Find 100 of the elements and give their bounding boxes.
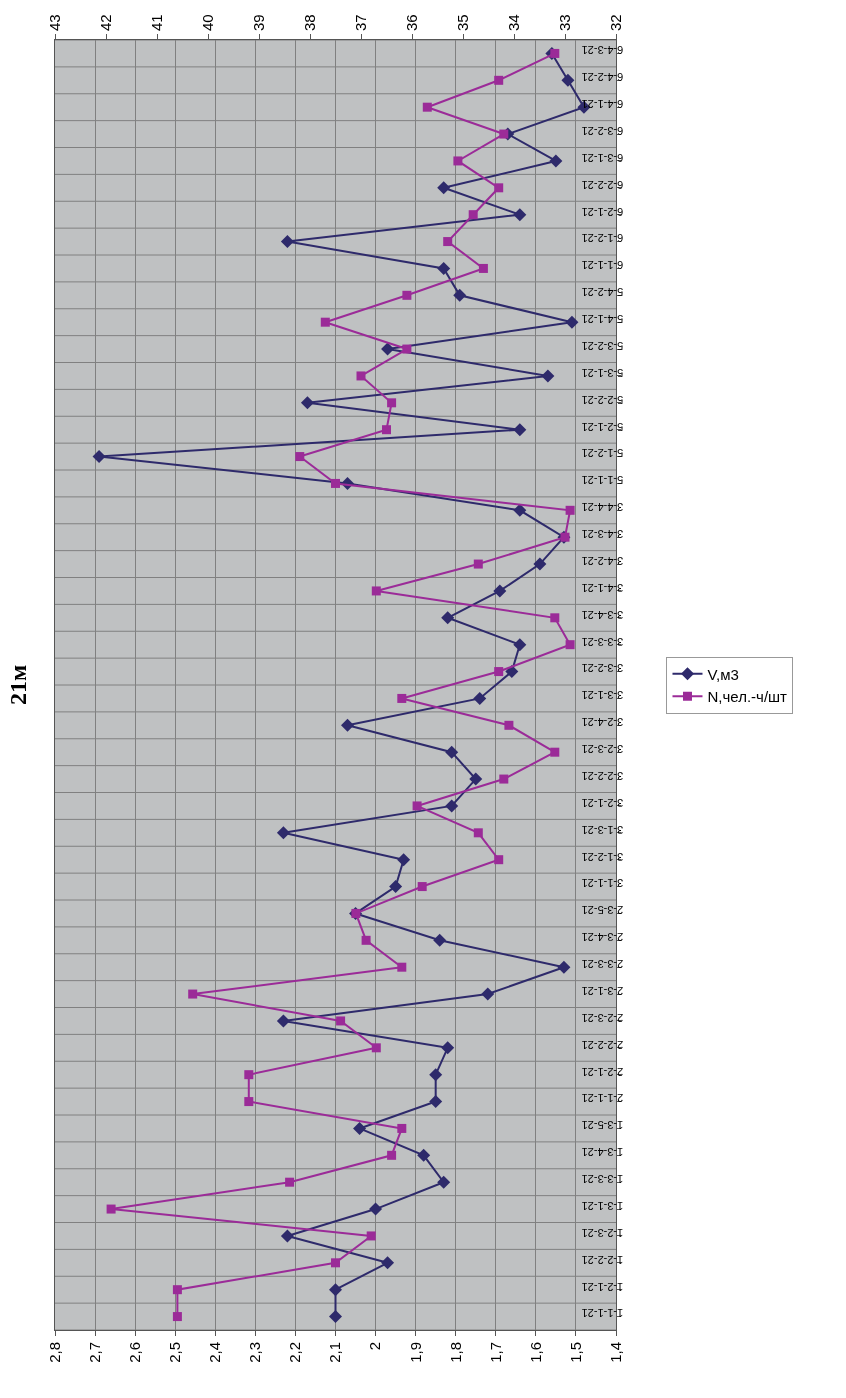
point	[441, 611, 455, 625]
legend-label: V,м3	[707, 665, 739, 683]
y-tick-label: 3-2-1-21	[581, 796, 624, 809]
point	[473, 691, 487, 705]
y-tick-label: 3-2-4-21	[581, 716, 624, 729]
y-tick-label: 5-4-1-21	[581, 313, 624, 326]
point	[397, 853, 411, 867]
x2-tick-label: 35	[453, 14, 471, 31]
x-tick-label: 1,7	[486, 1342, 504, 1363]
y-tick-label: 6-3-2-21	[581, 124, 624, 137]
x-tick-label: 2,3	[246, 1342, 264, 1363]
x2-tick-label: 34	[504, 14, 522, 31]
point	[329, 1310, 342, 1324]
x2-tick-label: 32	[606, 14, 624, 31]
point	[92, 450, 106, 464]
point	[437, 1175, 451, 1189]
y-tick-label: 1-2-2-21	[581, 1253, 624, 1266]
y-tick-label: 6-2-1-21	[581, 205, 624, 218]
point	[331, 478, 340, 488]
point	[550, 747, 560, 757]
x-tick-label: 1,5	[566, 1342, 584, 1363]
point	[397, 962, 407, 972]
point	[561, 73, 575, 87]
y-tick-label: 5-4-2-21	[581, 286, 624, 299]
point	[369, 1202, 383, 1216]
point	[285, 1177, 295, 1187]
x2-tick-label: 41	[147, 14, 165, 31]
x2-tick-label: 40	[198, 14, 216, 31]
point	[443, 237, 453, 247]
point	[433, 933, 447, 947]
y-tick-label: 1-3-1-21	[581, 1199, 624, 1212]
point	[329, 1283, 342, 1297]
point	[402, 344, 412, 354]
point	[513, 503, 527, 517]
y-tick-label: 6-4-2-21	[581, 71, 624, 84]
point	[106, 1204, 116, 1214]
point	[320, 317, 330, 327]
point	[557, 960, 571, 974]
x-tick-label: 2,4	[206, 1342, 224, 1363]
x-tick-label: 2,6	[126, 1342, 144, 1363]
y-tick-label: 2-2-3-21	[581, 1011, 624, 1024]
y-tick-label: 2-3-5-21	[581, 904, 624, 917]
y-tick-label: 6-4-1-21	[581, 98, 624, 111]
legend-label: N,чел.-ч/шт	[707, 688, 788, 706]
point	[300, 396, 314, 410]
point	[494, 667, 504, 677]
x-tick-label: 2,7	[85, 1342, 103, 1363]
point	[437, 181, 451, 195]
y-tick-label: 2-1-1-21	[581, 1092, 624, 1105]
y-tick-label: 3-4-2-21	[581, 554, 624, 567]
point	[244, 1070, 254, 1080]
point	[549, 154, 563, 168]
point	[371, 586, 381, 596]
point	[541, 369, 555, 383]
y-tick-label: 3-4-1-21	[581, 581, 624, 594]
point	[244, 1097, 254, 1107]
point	[417, 1148, 431, 1162]
x2-tick-label: 38	[300, 14, 318, 31]
y-tick-label: 3-3-4-21	[581, 608, 624, 621]
y-tick-label: 3-3-2-21	[581, 662, 624, 675]
y-tick-label: 6-2-2-21	[581, 178, 624, 191]
point	[356, 371, 366, 381]
x-tick-label: 2,1	[326, 1342, 344, 1363]
y-tick-label: 3-2-2-21	[581, 769, 624, 782]
y-tick-label: 1-3-4-21	[581, 1146, 624, 1159]
point	[481, 987, 495, 1001]
y-tick-label: 2-3-4-21	[581, 931, 624, 944]
point	[494, 75, 504, 85]
y-tick-label: 3-2-3-21	[581, 743, 624, 756]
y-tick-label: 3-4-4-21	[581, 501, 624, 514]
point	[499, 774, 509, 784]
y-tick-label: 2-2-2-21	[581, 1038, 624, 1051]
x2-tick-label: 37	[351, 14, 369, 31]
point	[382, 425, 391, 435]
point	[397, 693, 407, 703]
y-tick-label: 5-3-1-21	[581, 366, 624, 379]
point	[494, 855, 504, 865]
point	[499, 129, 509, 139]
y-tick-label: 3-3-1-21	[581, 689, 624, 702]
x2-tick-label: 39	[249, 14, 267, 31]
y-tick-label: 2-3-3-21	[581, 958, 624, 971]
x-tick-label: 2,8	[45, 1342, 63, 1363]
x-tick-label: 1,8	[446, 1342, 464, 1363]
y-tick-label: 6-4-3-21	[581, 44, 624, 57]
point	[468, 210, 478, 220]
y-tick-label: 5-1-1-21	[581, 474, 624, 487]
x2-tick-label: 36	[402, 14, 420, 31]
x-tick-label: 2,5	[166, 1342, 184, 1363]
point	[429, 1068, 443, 1082]
y-tick-label: 1-2-3-21	[581, 1226, 624, 1239]
point	[513, 208, 527, 222]
x2-tick-label: 42	[96, 14, 114, 31]
point	[417, 882, 427, 892]
point	[353, 1121, 367, 1135]
text: 21м	[5, 664, 31, 705]
point	[478, 263, 488, 273]
point	[565, 315, 579, 329]
point	[505, 665, 519, 679]
point	[341, 718, 355, 732]
x-tick-label: 2	[366, 1342, 384, 1351]
